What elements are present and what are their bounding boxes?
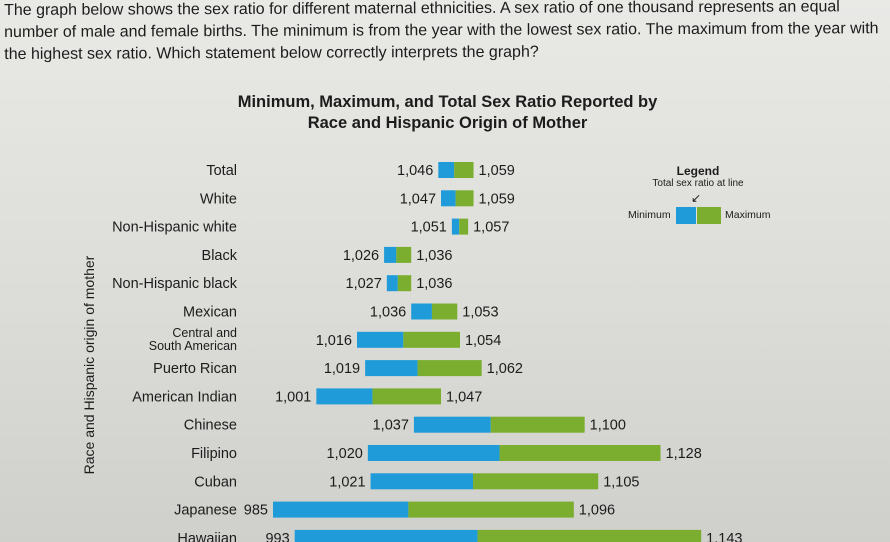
bar-minimum: [451, 218, 460, 235]
bar-minimum: [438, 162, 455, 178]
max-value-label: 1,105: [603, 474, 639, 490]
bar-minimum: [365, 360, 418, 377]
max-value-label: 1,096: [579, 503, 615, 519]
max-value-label: 1,057: [473, 220, 509, 236]
min-value-label: 1,046: [397, 163, 433, 179]
min-value-label: 993: [265, 531, 289, 542]
bar-maximum: [397, 275, 412, 292]
bar-minimum: [294, 529, 478, 542]
bar-minimum: [413, 416, 491, 433]
category-label: Non-Hispanic black: [112, 276, 238, 292]
category-label: Puerto Rican: [153, 361, 237, 377]
legend-title: Legend: [676, 164, 720, 178]
min-value-label: 985: [244, 503, 268, 519]
bar-maximum: [490, 416, 585, 433]
legend-arrow-icon: ↙: [691, 191, 702, 205]
bar-minimum: [441, 190, 456, 207]
max-value-label: 1,059: [479, 163, 515, 179]
category-label: Chinese: [184, 418, 237, 434]
category-label: Black: [202, 248, 238, 264]
legend-maximum-swatch: [697, 207, 721, 224]
category-label: Japanese: [174, 503, 237, 519]
category-label: Cuban: [194, 474, 237, 490]
max-value-label: 1,036: [416, 276, 452, 292]
max-value-label: 1,054: [465, 333, 501, 349]
bar-maximum: [499, 445, 661, 461]
bar-maximum: [477, 529, 702, 542]
bar-minimum: [273, 501, 409, 518]
max-value-label: 1,047: [446, 389, 482, 405]
category-label: Non-Hispanic white: [112, 220, 237, 236]
bar-maximum: [396, 246, 412, 263]
category-label: Central and South American: [149, 326, 237, 353]
legend-maximum-label: Maximum: [725, 209, 771, 221]
legend-minimum-label: Minimum: [628, 209, 671, 221]
category-label: American Indian: [132, 389, 237, 405]
bar-maximum: [372, 388, 442, 405]
bar-maximum: [459, 218, 469, 235]
min-value-label: 1,016: [316, 333, 352, 349]
category-label: Mexican: [183, 305, 237, 321]
min-value-label: 1,051: [411, 220, 447, 236]
max-value-label: 1,059: [479, 191, 515, 207]
max-value-label: 1,036: [416, 248, 452, 264]
legend-subtitle: Total sex ratio at line: [652, 178, 744, 189]
min-value-label: 1,001: [275, 389, 311, 405]
min-value-label: 1,026: [343, 248, 379, 264]
chart-title: Minimum, Maximum, and Total Sex Ratio Re…: [237, 93, 658, 132]
bar-maximum: [455, 190, 474, 207]
max-value-label: 1,143: [706, 531, 742, 542]
max-value-label: 1,100: [590, 418, 626, 434]
bar-minimum: [316, 388, 373, 405]
min-value-label: 1,036: [370, 305, 406, 321]
bar-maximum: [472, 473, 599, 490]
category-label: Total: [206, 163, 237, 179]
min-value-label: 1,027: [346, 276, 382, 292]
bar-minimum: [367, 445, 500, 461]
max-value-label: 1,128: [666, 446, 702, 462]
bar-maximum: [431, 303, 458, 320]
min-value-label: 1,037: [373, 418, 409, 434]
bar-maximum: [454, 162, 474, 178]
bar-minimum: [411, 303, 432, 320]
bar-maximum: [403, 331, 460, 348]
bar-minimum: [370, 473, 473, 490]
min-value-label: 1,020: [327, 446, 363, 462]
max-value-label: 1,053: [462, 305, 498, 321]
min-value-label: 1,047: [400, 191, 436, 207]
category-label: Hawaiian: [177, 531, 237, 542]
bar-minimum: [384, 246, 397, 263]
bar-maximum: [408, 501, 574, 518]
min-value-label: 1,021: [329, 474, 365, 490]
min-value-label: 1,019: [324, 361, 360, 377]
bar-minimum: [386, 275, 398, 292]
bar-minimum: [357, 331, 404, 348]
category-label: White: [200, 191, 237, 207]
bar-maximum: [417, 360, 482, 377]
max-value-label: 1,062: [487, 361, 523, 377]
legend-minimum-swatch: [676, 207, 696, 224]
category-label: Filipino: [191, 446, 237, 462]
